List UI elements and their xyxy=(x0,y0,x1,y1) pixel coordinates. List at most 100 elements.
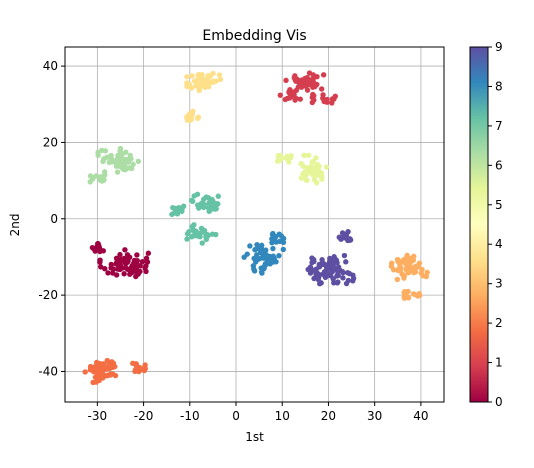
scatter-point-label-1 xyxy=(320,72,327,78)
scatter-point-label-7 xyxy=(205,201,212,207)
scatter-point-label-3 xyxy=(388,263,395,270)
scatter-point-label-1 xyxy=(314,81,320,88)
scatter-point-label-9 xyxy=(309,259,315,266)
scatter-point-label-0 xyxy=(143,255,150,261)
data-points xyxy=(82,70,430,386)
scatter-point-label-9 xyxy=(341,252,348,259)
chart-title: Embedding Vis xyxy=(202,28,306,44)
scatter-point-label-8 xyxy=(269,239,275,246)
scatter-point-label-0 xyxy=(92,248,98,254)
x-tick-label: 30 xyxy=(367,409,382,423)
scatter-point-label-9 xyxy=(307,264,314,270)
plot-frame xyxy=(64,46,445,403)
scatter-point-label-3 xyxy=(398,265,404,271)
scatter-point-label-1 xyxy=(306,82,313,88)
scatter-point-label-5 xyxy=(275,153,282,159)
scatter-point-label-1 xyxy=(297,81,303,87)
scatter-point-label-0 xyxy=(118,256,124,263)
scatter-point-label-8 xyxy=(261,265,267,272)
scatter-point-label-9 xyxy=(307,270,314,276)
scatter-point-label-0 xyxy=(121,271,127,277)
scatter-point-label-2 xyxy=(100,375,106,381)
scatter-point-label-0 xyxy=(143,263,149,269)
scatter-point-label-0 xyxy=(139,258,146,265)
scatter-point-label-7 xyxy=(184,231,191,237)
scatter-point-label-0 xyxy=(134,252,140,258)
scatter-point-label-1 xyxy=(292,97,298,103)
scatter-point-label-7 xyxy=(209,196,215,203)
scatter-point-label-1 xyxy=(292,76,298,83)
scatter-point-label-1 xyxy=(286,95,292,101)
y-axis-label: 2nd xyxy=(8,214,22,237)
scatter-point-label-5 xyxy=(305,152,312,158)
x-tick-label: 20 xyxy=(321,409,336,423)
scatter-point-label-4 xyxy=(189,73,195,79)
colorbar-tick-label: 6 xyxy=(495,158,503,172)
scatter-point-label-9 xyxy=(339,230,346,236)
scatter-point-label-3 xyxy=(424,269,430,276)
scatter-point-label-6 xyxy=(108,159,114,165)
scatter-point-label-4 xyxy=(196,87,202,94)
scatter-point-label-4 xyxy=(188,85,195,91)
scatter-point-label-6 xyxy=(114,169,121,175)
scatter-point-label-9 xyxy=(335,268,341,275)
scatter-point-label-9 xyxy=(335,264,342,270)
scatter-point-label-8 xyxy=(263,252,269,258)
scatter-point-label-7 xyxy=(171,210,177,216)
scatter-point-label-2 xyxy=(112,372,119,379)
scatter-point-label-1 xyxy=(291,89,297,95)
x-tick-label: 0 xyxy=(232,409,240,423)
scatter-point-label-6 xyxy=(120,165,126,171)
colorbar-tick-label: 1 xyxy=(495,356,503,370)
scatter-point-label-7 xyxy=(170,205,176,211)
grid-lines xyxy=(65,47,444,402)
scatter-point-label-2 xyxy=(93,379,99,385)
scatter-point-label-0 xyxy=(97,248,103,255)
scatter-point-label-7 xyxy=(199,240,205,246)
scatter-point-label-1 xyxy=(311,97,317,103)
scatter-point-label-0 xyxy=(131,259,137,266)
scatter-point-label-6 xyxy=(98,177,104,184)
scatter-point-label-6 xyxy=(95,152,101,158)
scatter-point-label-9 xyxy=(311,275,317,282)
scatter-point-label-9 xyxy=(343,259,349,265)
scatter-point-label-7 xyxy=(215,193,221,199)
scatter-point-label-6 xyxy=(117,148,123,154)
x-tick-label: -20 xyxy=(134,409,154,423)
scatter-point-label-9 xyxy=(331,280,337,286)
scatter-point-label-7 xyxy=(203,236,210,243)
scatter-point-label-7 xyxy=(194,202,201,208)
scatter-point-label-9 xyxy=(319,257,325,263)
scatter-point-label-8 xyxy=(280,235,287,242)
x-axis-label: 1st xyxy=(245,430,264,444)
scatter-point-label-0 xyxy=(122,247,128,253)
scatter-point-label-6 xyxy=(104,154,110,160)
scatter-point-label-3 xyxy=(394,276,401,283)
scatter-point-label-5 xyxy=(304,167,310,174)
scatter-point-label-0 xyxy=(127,271,133,277)
scatter-point-label-7 xyxy=(200,229,206,235)
scatter-point-label-8 xyxy=(264,256,270,263)
scatter-point-label-3 xyxy=(399,271,405,277)
scatter-point-label-9 xyxy=(334,260,340,266)
scatter-point-label-8 xyxy=(263,247,269,253)
scatter-point-label-2 xyxy=(82,369,88,375)
scatter-point-label-8 xyxy=(253,259,259,265)
scatter-point-label-0 xyxy=(108,265,114,271)
scatter-point-label-0 xyxy=(114,266,121,272)
scatter-point-label-1 xyxy=(310,72,316,78)
scatter-point-label-9 xyxy=(323,264,330,271)
scatter-point-label-3 xyxy=(394,256,401,263)
colorbar-ticks: 0 1 2 3 4 5 6 7 8 9 xyxy=(488,40,503,409)
scatter-point-label-5 xyxy=(288,154,294,161)
scatter-point-label-5 xyxy=(319,176,325,182)
scatter-point-label-5 xyxy=(274,158,281,164)
scatter-point-label-5 xyxy=(323,164,330,170)
scatter-point-label-7 xyxy=(191,228,197,234)
scatter-point-label-4 xyxy=(202,81,209,87)
y-tick-label: 0 xyxy=(50,212,58,226)
scatter-point-label-5 xyxy=(310,159,316,165)
colorbar-tick-label: 5 xyxy=(495,198,503,212)
scatter-point-label-7 xyxy=(184,236,190,242)
